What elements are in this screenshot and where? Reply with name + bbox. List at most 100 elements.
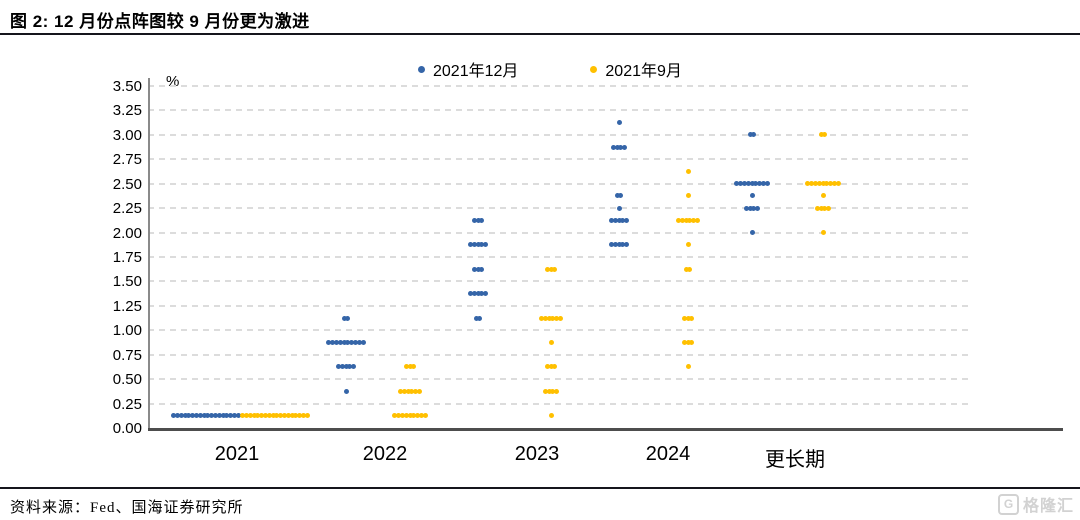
dot (809, 181, 815, 187)
gelonghui-logo-text: 格隆汇 (1022, 498, 1074, 515)
y-axis-tick-label: 3.50 (112, 77, 142, 95)
dot (351, 364, 357, 370)
chart-legend: 2021年12月 2021年9月 (418, 57, 682, 81)
dot (182, 413, 188, 419)
legend-label-dec2021: 2021年12月 (433, 63, 519, 80)
dot (614, 193, 620, 199)
dot (235, 413, 241, 419)
dot (683, 266, 689, 272)
legend-item-sep2021: 2021年9月 (590, 57, 682, 81)
dot (471, 266, 477, 272)
dot (818, 205, 824, 211)
dot (816, 181, 822, 187)
y-axis-tick-label: 2.75 (112, 151, 142, 169)
dot (255, 413, 261, 419)
dot (475, 242, 481, 248)
gelonghui-logo-icon: G (997, 493, 1019, 515)
dot (263, 413, 268, 419)
dot (483, 242, 489, 248)
y-axis-tick-label: 3.00 (112, 126, 142, 144)
dot (251, 413, 257, 419)
dot (266, 413, 272, 419)
dot (544, 266, 550, 272)
gridline (148, 109, 968, 112)
dot (681, 315, 687, 321)
dot (824, 181, 830, 187)
dot (616, 205, 622, 211)
dot (687, 217, 693, 223)
gridline (148, 231, 968, 234)
dot (608, 217, 614, 223)
dot (285, 413, 291, 419)
y-axis-unit-label: % (166, 73, 180, 90)
dot (548, 413, 554, 419)
dot (244, 413, 249, 419)
figure-title: 图 2: 12 月份点阵图较 9 月份更为激进 (10, 12, 310, 31)
dot (209, 413, 215, 419)
dot (539, 315, 544, 321)
dot (747, 205, 753, 211)
dot (422, 413, 428, 419)
dot (820, 230, 826, 236)
legend-dot-blue-icon (418, 65, 425, 73)
dot (330, 339, 336, 345)
dot (685, 339, 691, 345)
dot (554, 388, 560, 394)
x-axis-label: 2022 (362, 443, 408, 465)
dot (826, 205, 832, 211)
x-axis-line (148, 428, 1063, 431)
dot (479, 217, 485, 223)
gridline (148, 207, 968, 210)
dot (546, 388, 552, 394)
dot (685, 315, 691, 321)
dot (618, 193, 624, 199)
dot (475, 266, 481, 272)
dot (186, 413, 192, 419)
x-axis-label: 2024 (645, 443, 691, 465)
gridline (148, 402, 968, 405)
dot (247, 413, 253, 419)
dot (548, 266, 554, 272)
dot (479, 291, 485, 297)
dot (614, 144, 620, 150)
dot (407, 364, 413, 370)
dot (544, 364, 550, 370)
dot (743, 205, 749, 211)
y-axis-tick-label: 1.50 (112, 273, 142, 291)
dot (610, 144, 616, 150)
dot (475, 217, 481, 223)
dot (475, 291, 481, 297)
dot (679, 217, 685, 223)
dot (822, 132, 828, 138)
dot (550, 315, 556, 321)
dot (624, 217, 630, 223)
dot (612, 242, 618, 248)
dot (820, 181, 826, 187)
dot (289, 413, 295, 419)
y-axis-tick-label: 2.00 (112, 224, 142, 242)
dot (818, 132, 824, 138)
dot (689, 339, 695, 345)
title-underline (0, 33, 1080, 35)
dot (232, 413, 237, 419)
dot (415, 413, 421, 419)
dot (624, 242, 630, 248)
y-axis-tick-label: 0.00 (112, 420, 142, 437)
dot (224, 413, 230, 419)
dot (194, 413, 199, 419)
dot (822, 205, 828, 211)
dot (403, 364, 409, 370)
dot (197, 413, 203, 419)
dot (685, 242, 691, 248)
y-axis-tick-label: 0.25 (112, 395, 142, 413)
dot (546, 315, 552, 321)
dot (326, 339, 332, 345)
y-axis-tick-label: 1.75 (112, 248, 142, 266)
dot (749, 230, 755, 236)
dot (471, 291, 477, 297)
dot (345, 339, 351, 345)
dot (467, 291, 473, 297)
dot (618, 144, 624, 150)
dot (345, 315, 351, 321)
